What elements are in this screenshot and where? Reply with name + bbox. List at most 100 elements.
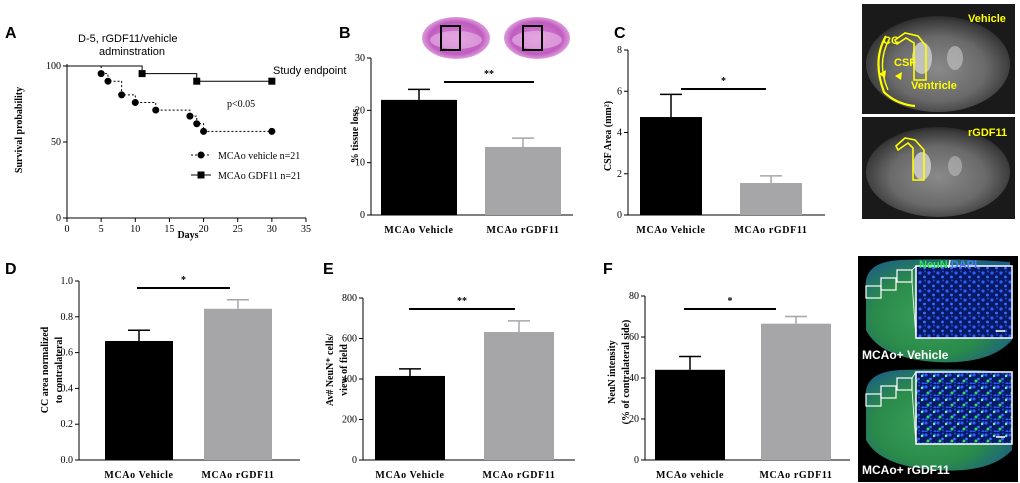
panel-a-x-tick-label: 15 [164,224,174,235]
mri-arrow-1 [879,70,886,78]
category-label: MCAo Vehicle [636,225,705,236]
mri-arrow-2 [895,72,902,80]
panel-a-x-tick-label: 30 [267,224,277,235]
y-tick-label: 6 [617,86,622,97]
bar-vehicle [381,99,457,215]
category-label: MCAo Vehicle [384,225,453,236]
y-tick-label: 0 [634,455,639,466]
category-label: MCAo rGDF11 [483,470,556,481]
panel-a-p-value: p<0.05 [227,99,255,110]
category-label: MCAo Vehicle [375,470,444,481]
bar-vehicle [640,117,702,215]
category-label: MCAo vehicle [656,470,724,481]
series-vehicle-point [193,120,201,128]
panel-label-e: E [323,261,334,278]
series-vehicle-point [131,98,139,106]
series-gdf11-line [67,65,272,82]
significance-label: ** [457,296,467,307]
histology-roi-vehicle-2 [880,277,897,291]
y-tick-label: 2 [617,169,622,180]
y-tick-label: 0 [360,210,365,221]
bar-vehicle [105,340,173,460]
significance-label: ** [484,69,494,80]
panel-a-x-tick-label: 25 [233,224,243,235]
histology-roi-vehicle-3 [896,269,913,283]
bar-rgdf11 [204,308,272,460]
panel-a-x-tick-label: 5 [99,224,104,235]
panel-a-title-line1: D-5, rGDF11/vehicle [78,33,177,45]
legend-gdf11-label: MCAo GDF11 n=21 [218,171,301,182]
y-tick-label: 20 [629,414,639,425]
significance-label: * [181,275,186,286]
panel-a-y-tick-label: 50 [51,137,61,148]
series-gdf11-point [193,77,201,85]
y-tick-label: 0.4 [61,383,74,394]
y-tick-label: 0 [617,210,622,221]
brain-roi-box-rgdf11 [522,25,543,51]
panel-e-y-label-line1: Av# NeuN⁺ cells/ [325,334,336,407]
panel-f-y-label-line2: (% of contralateral side) [621,320,632,425]
series-vehicle-point [268,127,276,135]
histology-roi-rgdf11-1 [865,393,882,407]
histology-roi-rgdf11-3 [896,377,913,391]
category-label: MCAo rGDF11 [202,470,275,481]
y-tick-label: 4 [617,128,622,139]
panel-c-csf-area-chart: CSF Area (mm²) 0 2 4 6 8 MCAo Vehicle MCAo rGD… [603,45,825,236]
y-tick-label: 200 [342,415,357,426]
series-vehicle-point [152,106,160,114]
y-tick-label: 0 [352,455,357,466]
mri-panel: Vehicle CC CSF Ventricle rGDF11 [862,4,1015,219]
y-tick-label: 800 [342,293,357,304]
mri-csf-label: CSF [894,57,916,69]
panel-a-y-label: Survival probability [14,87,25,173]
y-tick-label: 60 [629,332,639,343]
y-tick-label: 80 [629,291,639,302]
series-vehicle-point [186,112,194,120]
y-tick-label: 0.0 [61,455,74,466]
mri-ventricle-outline-vehicle [893,32,927,81]
brain-roi-box-vehicle [440,25,461,51]
mri-vehicle-label: Vehicle [968,13,1006,25]
panel-d-y-label-line2: to contralateral [54,337,65,404]
panel-label-d: D [5,261,17,278]
panel-a-survival-chart: D-5, rGDF11/vehicle adminstration Study … [14,33,346,241]
y-tick-label: 10 [355,158,365,169]
series-vehicle-point [118,91,126,99]
bar-rgdf11 [485,146,561,215]
panel-e-y-label-line2: view of field [339,344,350,396]
bar-rgdf11 [740,183,802,215]
panel-d-y-label-line1: CC area normalized [40,326,51,413]
legend-gdf11-marker [197,171,205,179]
mri-ventricle-outline-rgdf11 [895,137,925,181]
panel-a-x-label: Days [177,230,198,241]
panel-a-study-endpoint: Study endpoint [273,65,346,77]
histology-roi-vehicle-1 [865,285,882,299]
y-tick-label: 0.8 [61,312,74,323]
mri-cc-outline [877,35,916,108]
histology-panel: NeuN/DAPI MCAo+ Vehicle MCAo+ rGDF11 [858,256,1018,482]
histology-roi-rgdf11-2 [880,385,897,399]
y-tick-label: 30 [355,53,365,64]
mri-rgdf11-label: rGDF11 [968,127,1007,139]
panel-c-y-label: CSF Area (mm²) [603,101,614,171]
bar-vehicle [655,369,725,460]
legend-vehicle-label: MCAo vehicle n=21 [218,151,300,162]
y-tick-label: 0.2 [61,419,74,430]
panel-b-brain-sections [422,17,570,59]
panel-label-a: A [5,25,17,42]
category-label: MCAo Vehicle [104,470,173,481]
series-vehicle-point [200,127,208,135]
significance-label: * [728,296,733,307]
category-label: MCAo rGDF11 [487,225,560,236]
y-tick-label: 400 [342,374,357,385]
histology-stain-label: NeuN/DAPI [919,259,977,271]
panel-a-x-tick-label: 0 [65,224,70,235]
panel-f-y-label-line1: NeuN intensity [607,340,618,404]
y-tick-label: 8 [617,45,622,56]
bar-rgdf11 [761,323,831,460]
mri-ventricle-label: Ventricle [911,80,957,92]
y-tick-label: 1.0 [61,276,74,287]
panel-a-x-tick-label: 35 [301,224,311,235]
panel-a-y-tick-label: 0 [56,213,61,224]
significance-label: * [721,76,726,87]
